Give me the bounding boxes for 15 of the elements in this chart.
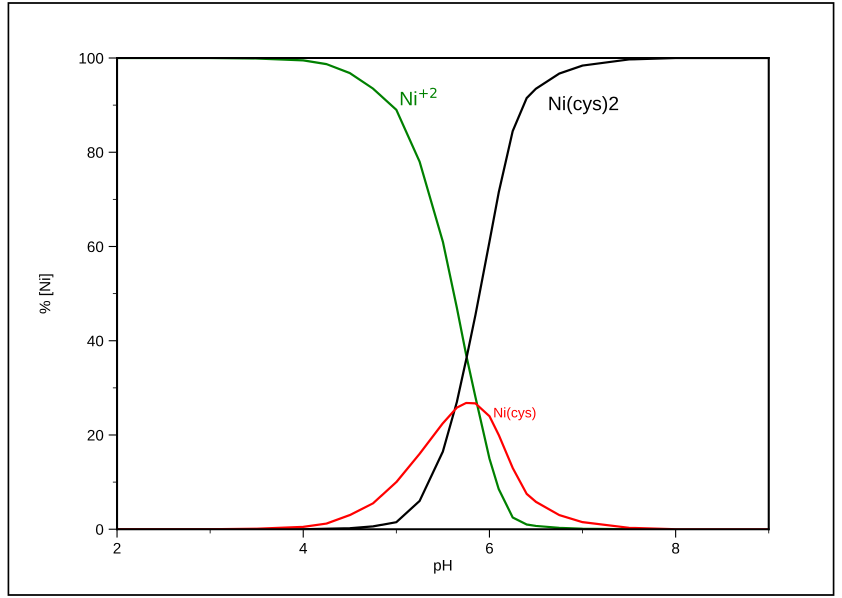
annotation: Ni$^{+2}$ xyxy=(400,88,436,106)
x-axis-title: pH xyxy=(434,560,452,574)
y-tick-label: 20 xyxy=(88,430,104,441)
x-tick-label: 8 xyxy=(672,542,680,554)
y-tick-label: 40 xyxy=(87,336,104,346)
y-axis-title: % [Ni] xyxy=(39,274,54,314)
x-tick-label: 2 xyxy=(114,542,121,554)
y-tick-label: 80 xyxy=(88,147,104,158)
x-tick-label: 6 xyxy=(486,542,494,554)
y-tick-label: 60 xyxy=(88,241,104,252)
annotation: Ni(cys) xyxy=(494,407,536,420)
x-tick-label: 4 xyxy=(299,542,308,554)
annotation: Ni(cys)2 xyxy=(549,96,618,114)
y-tick-label: 0 xyxy=(96,524,104,535)
y-tick-label: 100 xyxy=(80,52,104,64)
